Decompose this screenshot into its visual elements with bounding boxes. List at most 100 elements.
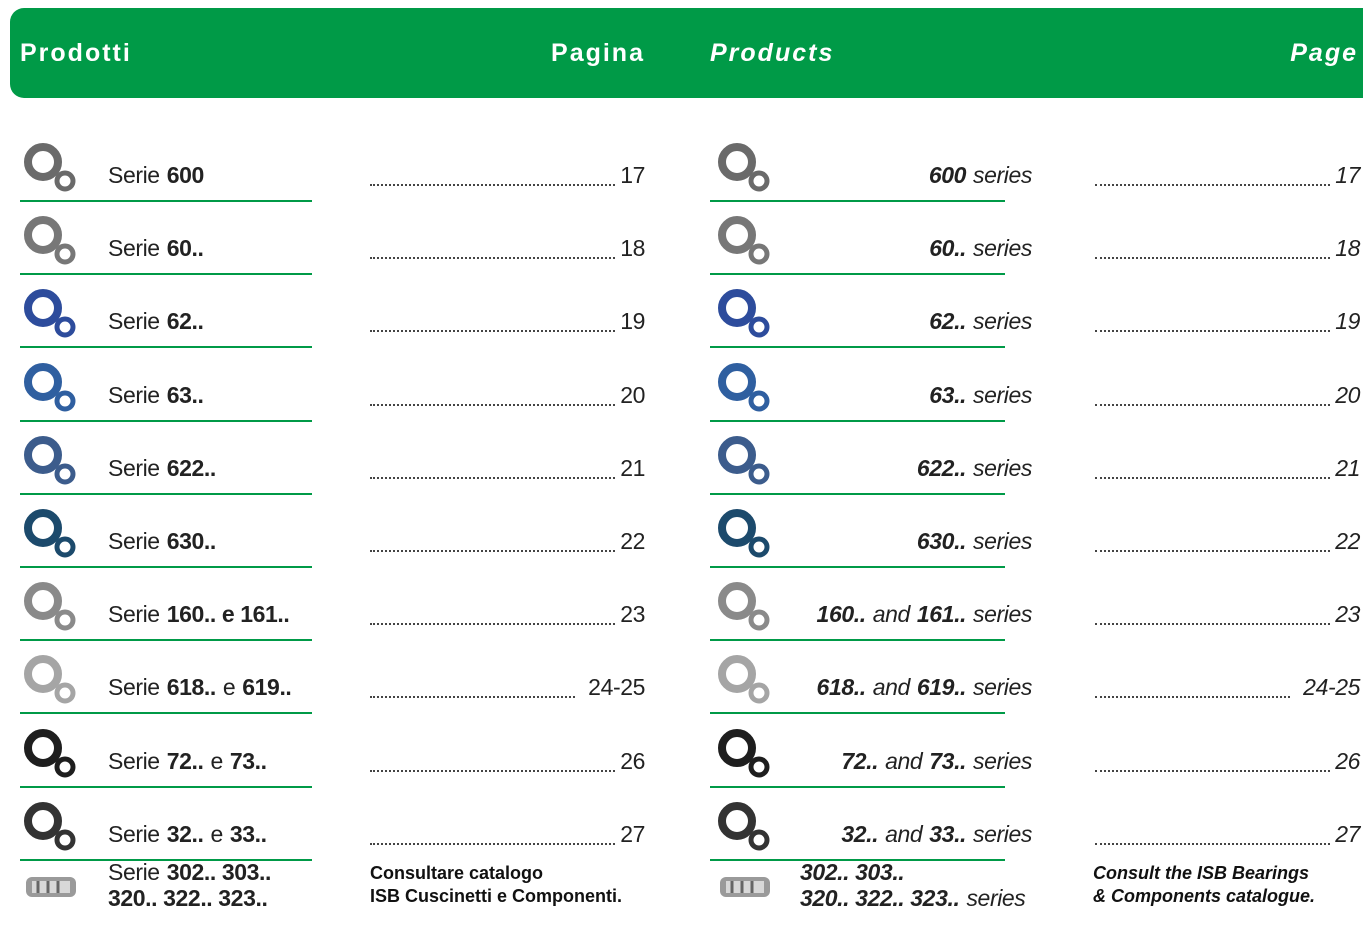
- divider: [20, 346, 312, 348]
- row-label: 630.. series: [917, 528, 1032, 554]
- label-part: Serie: [108, 308, 160, 334]
- label-part: 618..: [167, 674, 216, 700]
- label-part: 60..: [929, 235, 966, 261]
- divider: [20, 273, 312, 275]
- row-label: 622..series: [917, 455, 1032, 481]
- divider: [20, 200, 312, 202]
- page-number: 24-25: [1303, 674, 1360, 700]
- leader-dots: [370, 330, 615, 332]
- catalog-note: ISB Cuscinetti e Componenti.: [370, 885, 622, 908]
- label-part: 622..: [917, 455, 966, 481]
- bearing-icon: [712, 355, 792, 425]
- label-part: and: [873, 674, 910, 700]
- divider: [710, 273, 1005, 275]
- label-part: 320.. 322.. 323..: [800, 885, 959, 911]
- leader-dots: [1095, 623, 1330, 625]
- divider: [20, 639, 312, 641]
- page-number: 27: [1335, 821, 1360, 847]
- leader-dots: [370, 257, 615, 259]
- divider: [20, 712, 312, 714]
- label-part: 62..: [929, 308, 966, 334]
- label-part: 320.. 322.. 323..: [108, 885, 267, 911]
- divider: [20, 420, 312, 422]
- label-part: 302.. 303..: [800, 859, 904, 885]
- label-part: Serie: [108, 162, 160, 188]
- leader-dots: [370, 550, 615, 552]
- bearing-icon: [712, 428, 792, 498]
- label-part: Serie: [108, 455, 160, 481]
- leader-dots: [370, 404, 615, 406]
- label-part: 161..: [917, 601, 966, 627]
- row-label: Serie 60..: [108, 235, 203, 261]
- divider: [20, 566, 312, 568]
- label-part: 619..: [917, 674, 966, 700]
- leader-dots: [370, 843, 615, 845]
- row-label: 63.. series: [929, 382, 1032, 408]
- leader-dots: [370, 477, 615, 479]
- page-number: 21: [620, 455, 645, 481]
- label-part: series: [973, 235, 1032, 261]
- row-label: 320.. 322.. 323..: [108, 885, 267, 911]
- label-part: Serie: [108, 382, 160, 408]
- row-label: 62..series: [929, 308, 1032, 334]
- bearing-icon: [712, 135, 792, 205]
- label-part: series: [973, 528, 1032, 554]
- page-number: 22: [1335, 528, 1360, 554]
- catalog-note: Consult the ISB Bearings: [1093, 862, 1309, 885]
- label-part: and: [885, 821, 922, 847]
- label-part: e: [223, 674, 235, 700]
- bearing-icon: [18, 281, 98, 351]
- label-part: series: [973, 382, 1032, 408]
- divider: [710, 493, 1005, 495]
- divider: [710, 346, 1005, 348]
- header-page: Page: [1290, 38, 1358, 68]
- row-label: 320.. 322.. 323.. series: [800, 885, 1025, 911]
- label-part: 63..: [929, 382, 966, 408]
- label-part: 73..: [929, 748, 966, 774]
- leader-dots: [1095, 696, 1290, 698]
- bearing-icon: [18, 208, 98, 278]
- page-number: 17: [1335, 162, 1360, 188]
- page-number: 20: [1335, 382, 1360, 408]
- bearing-icon: [18, 721, 98, 791]
- leader-dots: [370, 184, 615, 186]
- page-number: 21: [1335, 455, 1360, 481]
- page-number: 20: [620, 382, 645, 408]
- label-part: and: [873, 601, 910, 627]
- bearing-icon: [18, 135, 98, 205]
- bearing-icon: [18, 845, 98, 915]
- divider: [710, 639, 1005, 641]
- row-label: 60.. series: [929, 235, 1032, 261]
- label-part: 302.. 303..: [167, 859, 271, 885]
- label-part: series: [973, 748, 1032, 774]
- label-part: 60..: [167, 235, 204, 261]
- bearing-icon: [712, 501, 792, 571]
- label-part: 160..: [817, 601, 866, 627]
- divider: [710, 712, 1005, 714]
- leader-dots: [370, 696, 575, 698]
- leader-dots: [1095, 477, 1330, 479]
- divider: [20, 493, 312, 495]
- label-part: series: [966, 885, 1025, 911]
- bearing-icon: [712, 721, 792, 791]
- catalog-note: Consultare catalogo: [370, 862, 543, 885]
- header-bar: [10, 8, 1363, 98]
- divider: [710, 786, 1005, 788]
- page: Prodotti Pagina Products Page Serie60060…: [0, 0, 1363, 929]
- label-part: series: [973, 821, 1032, 847]
- label-part: 160.. e 161..: [167, 601, 290, 627]
- label-part: 630..: [167, 528, 216, 554]
- catalog-note: & Components catalogue.: [1093, 885, 1315, 908]
- label-part: Serie: [108, 821, 160, 847]
- bearing-icon: [18, 355, 98, 425]
- label-part: 630..: [917, 528, 966, 554]
- label-part: Serie: [108, 235, 160, 261]
- row-label: 302.. 303..: [800, 859, 904, 885]
